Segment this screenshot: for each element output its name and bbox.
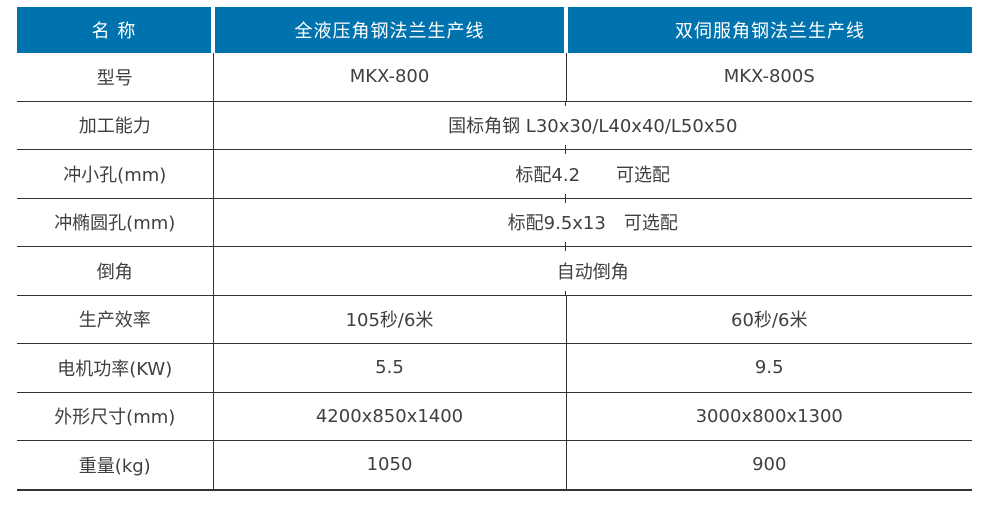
header-cell-hydraulic-line: 全液压角钢法兰生产线 — [211, 7, 566, 53]
spec-table: 名 称 全液压角钢法兰生产线 双伺服角钢法兰生产线 型号 MKX-800 MKX… — [17, 7, 972, 491]
table-row-chamfer: 倒角 自动倒角 — [17, 246, 972, 296]
table-row-model: 型号 MKX-800 MKX-800S — [17, 53, 972, 102]
cell-weight-servo: 900 — [566, 440, 972, 491]
cell-chamfer-span: 自动倒角 — [213, 246, 972, 296]
cell-capacity-span: 国标角钢 L30x30/L40x40/L50x50 — [213, 101, 972, 150]
table-row-efficiency: 生产效率 105秒/6米 60秒/6米 — [17, 295, 972, 344]
table-row-oblong-hole: 冲椭圆孔(mm) 标配9.5x13 可选配 — [17, 198, 972, 247]
cell-efficiency-hydraulic: 105秒/6米 — [213, 295, 567, 344]
row-label-weight: 重量(kg) — [17, 440, 214, 491]
cell-weight-hydraulic: 1050 — [213, 440, 567, 491]
row-label-dimensions: 外形尺寸(mm) — [17, 392, 214, 441]
cell-model-hydraulic: MKX-800 — [213, 53, 567, 102]
cell-oblong-hole-span: 标配9.5x13 可选配 — [213, 198, 972, 247]
cell-efficiency-servo: 60秒/6米 — [566, 295, 972, 344]
table-row-motor-power: 电机功率(KW) 5.5 9.5 — [17, 343, 972, 393]
table-row-dimensions: 外形尺寸(mm) 4200x850x1400 3000x800x1300 — [17, 392, 972, 441]
header-cell-servo-line: 双伺服角钢法兰生产线 — [564, 7, 972, 53]
row-label-oblong-hole: 冲椭圆孔(mm) — [17, 198, 214, 247]
header-cell-name: 名 称 — [17, 7, 213, 53]
cell-dimensions-hydraulic: 4200x850x1400 — [213, 392, 567, 441]
cell-dimensions-servo: 3000x800x1300 — [566, 392, 972, 441]
cell-motor-power-hydraulic: 5.5 — [213, 343, 567, 393]
row-label-efficiency: 生产效率 — [17, 295, 214, 344]
table-row-capacity: 加工能力 国标角钢 L30x30/L40x40/L50x50 — [17, 101, 972, 150]
cell-motor-power-servo: 9.5 — [566, 343, 972, 393]
row-label-motor-power: 电机功率(KW) — [17, 343, 214, 393]
cell-model-servo: MKX-800S — [566, 53, 972, 102]
table-row-small-hole: 冲小孔(mm) 标配4.2 可选配 — [17, 149, 972, 199]
row-label-chamfer: 倒角 — [17, 246, 214, 296]
table-row-weight: 重量(kg) 1050 900 — [17, 440, 972, 491]
row-label-capacity: 加工能力 — [17, 101, 214, 150]
cell-small-hole-span: 标配4.2 可选配 — [213, 149, 972, 199]
row-label-small-hole: 冲小孔(mm) — [17, 149, 214, 199]
row-label-model: 型号 — [17, 53, 214, 102]
table-header-row: 名 称 全液压角钢法兰生产线 双伺服角钢法兰生产线 — [17, 7, 972, 53]
